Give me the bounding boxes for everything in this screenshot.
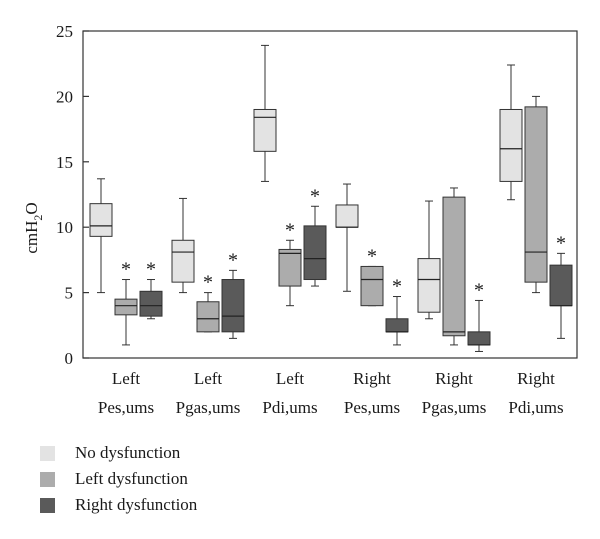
y-tick-label: 20 <box>56 87 73 106</box>
y-axis-label: cmH2O <box>22 202 45 253</box>
box-iqr <box>171 239 195 283</box>
significance-star: * <box>474 279 484 301</box>
x-category-label-line2: Pdi,ums <box>262 398 317 417</box>
x-category-label-line2: Pdi,ums <box>508 398 563 417</box>
legend-swatch <box>40 497 55 513</box>
box-plot-chart: 0 5 10 15 20 25 * * * * * * * * * * Left Pes,ums Left Pga… <box>22 22 578 417</box>
box-series <box>89 44 573 352</box>
box-4-2 <box>467 299 491 352</box>
x-category-label-line1: Right <box>353 369 391 388</box>
legend-label: Left dysfunction <box>75 469 188 488</box>
box-3-0 <box>335 183 359 292</box>
box-iqr <box>499 108 523 182</box>
box-iqr <box>385 318 409 333</box>
box-3-2 <box>385 296 409 346</box>
box-0-1 <box>114 279 138 346</box>
legend: No dysfunction Left dysfunction Right dy… <box>40 440 197 518</box>
box-3-1 <box>360 265 384 307</box>
plot-frame <box>82 30 578 359</box>
significance-star: * <box>310 185 320 207</box>
x-category-label-line1: Left <box>276 369 305 388</box>
significance-star: * <box>367 245 377 267</box>
box-iqr <box>114 298 138 316</box>
box-1-0 <box>171 197 195 294</box>
box-iqr <box>442 196 466 337</box>
y-tick-label: 10 <box>56 218 73 237</box>
box-iqr <box>335 204 359 228</box>
x-category-label-line2: Pes,ums <box>98 398 154 417</box>
legend-item-left-dysfunction: Left dysfunction <box>40 466 197 492</box>
x-category-label-line1: Left <box>194 369 223 388</box>
y-tick-label: 15 <box>56 153 73 172</box>
y-tick-label: 5 <box>65 284 74 303</box>
significance-star: * <box>285 219 295 241</box>
box-iqr <box>221 279 245 333</box>
x-category-label-line1: Left <box>112 369 141 388</box>
box-iqr <box>303 225 327 281</box>
box-4-0 <box>417 200 441 320</box>
box-2-2 <box>303 205 327 287</box>
significance-star: * <box>146 259 156 281</box>
significance-markers: * * * * * * * * * * <box>121 185 566 301</box>
box-iqr <box>89 203 113 237</box>
box-iqr <box>467 331 491 346</box>
legend-label: No dysfunction <box>75 443 181 462</box>
y-tick-label: 25 <box>56 22 73 41</box>
legend-item-no-dysfunction: No dysfunction <box>40 440 197 466</box>
box-5-0 <box>499 64 523 201</box>
significance-star: * <box>203 272 213 294</box>
y-tick-label: 0 <box>65 349 74 368</box>
legend-swatch <box>40 445 55 461</box>
legend-swatch <box>40 471 55 487</box>
box-iqr <box>360 265 384 307</box>
significance-star: * <box>228 249 238 271</box>
box-iqr <box>253 108 277 152</box>
box-iqr <box>549 264 573 307</box>
box-5-2 <box>549 252 573 339</box>
box-iqr <box>417 258 441 313</box>
box-iqr <box>196 301 220 333</box>
box-5-1 <box>524 95 548 294</box>
box-2-1 <box>278 239 302 307</box>
significance-star: * <box>121 259 131 281</box>
box-1-1 <box>196 292 220 333</box>
legend-label: Right dysfunction <box>75 495 198 514</box>
y-axis: 0 5 10 15 20 25 <box>56 22 89 368</box>
x-category-label-line1: Right <box>435 369 473 388</box>
plot-border <box>82 30 578 359</box>
significance-star: * <box>556 232 566 254</box>
x-category-label-line2: Pgas,ums <box>422 398 487 417</box>
box-1-2 <box>221 269 245 339</box>
box-2-0 <box>253 44 277 182</box>
x-axis-labels: Left Pes,ums Left Pgas,ums Left Pdi,ums Right P… <box>98 369 564 417</box>
box-iqr <box>139 290 163 317</box>
box-0-0 <box>89 178 113 294</box>
significance-star: * <box>392 276 402 298</box>
x-category-label-line1: Right <box>517 369 555 388</box>
box-4-1 <box>442 187 466 346</box>
x-category-label-line2: Pgas,ums <box>176 398 241 417</box>
box-iqr <box>278 248 302 287</box>
box-0-2 <box>139 279 163 320</box>
legend-item-right-dysfunction: Right dysfunction <box>40 492 197 518</box>
box-iqr <box>524 106 548 283</box>
x-category-label-line2: Pes,ums <box>344 398 400 417</box>
